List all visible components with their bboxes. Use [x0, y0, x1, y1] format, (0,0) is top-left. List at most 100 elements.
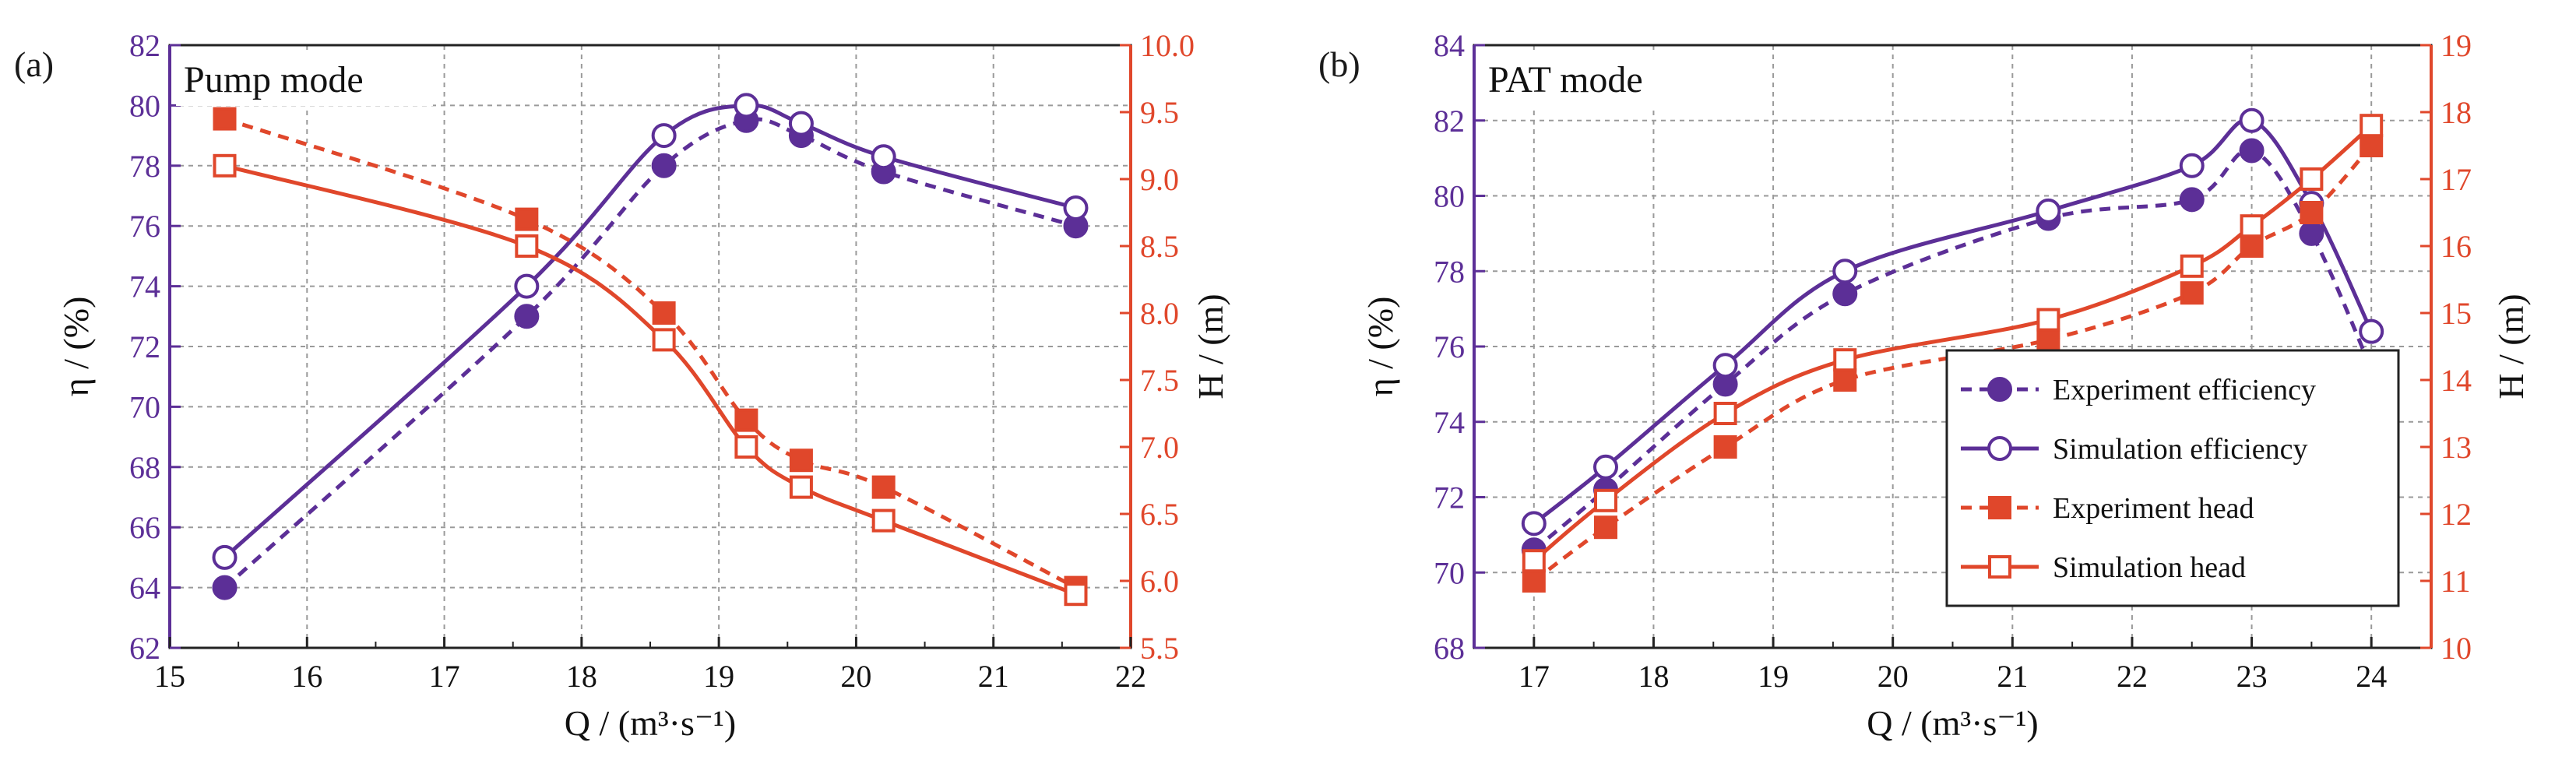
data-point-experiment-head: [871, 475, 896, 499]
mode-label-bg: [176, 51, 433, 106]
x-tick-label: 15: [154, 659, 185, 694]
data-point-simulation-efficiency: [788, 111, 814, 136]
y-left-tick-label: 80: [129, 88, 160, 123]
series-line-simulation-head: [1533, 124, 2373, 563]
legend-marker: [1988, 496, 2011, 519]
x-tick-label: 19: [703, 659, 734, 694]
data-point-simulation-head: [1064, 582, 1088, 607]
data-point-experiment-head: [734, 408, 758, 432]
data-point-simulation-efficiency: [514, 273, 540, 299]
data-point-experiment-efficiency: [212, 575, 238, 600]
x-axis-title: Q / (m³·s⁻¹): [1867, 703, 2039, 743]
y-left-tick-label: 64: [129, 571, 160, 606]
y-right-axis-title: H / (m): [1191, 294, 1230, 399]
data-point-simulation-efficiency: [1521, 511, 1547, 536]
data-point-experiment-head: [515, 207, 539, 231]
data-point-experiment-head: [789, 449, 813, 473]
y-right-tick-label: 6.5: [1140, 497, 1179, 532]
chart-panel-a: 15 16 17 18 19 20 21 22 62 64 66 68 70 72 74 76 78 80 82 5.…: [14, 28, 1230, 743]
x-tick-label: 22: [1115, 659, 1146, 694]
y-left-tick-label: 70: [1434, 555, 1465, 590]
y-left-tick-label: 74: [129, 269, 160, 304]
x-tick-label: 19: [1758, 659, 1789, 694]
mode-label: Pump mode: [184, 59, 364, 100]
y-right-tick-label: 16: [2441, 229, 2472, 264]
y-left-tick-label: 66: [129, 510, 160, 545]
y-right-axis-title: H / (m): [2491, 294, 2531, 399]
mode-label: PAT mode: [1488, 59, 1643, 100]
data-point-experiment-head: [1593, 515, 1617, 540]
y-left-tick-label: 76: [129, 209, 160, 244]
x-tick-label: 20: [840, 659, 871, 694]
data-point-experiment-efficiency: [2179, 187, 2205, 213]
data-point-simulation-head: [213, 153, 237, 178]
data-point-simulation-efficiency: [1063, 195, 1089, 220]
data-point-simulation-head: [652, 328, 676, 352]
series-line-simulation-head: [223, 164, 1077, 596]
data-point-simulation-head: [1713, 402, 1737, 425]
legend-box: [1945, 349, 2400, 607]
data-point-simulation-efficiency: [2179, 153, 2205, 178]
y-right-tick-label: 5.5: [1140, 631, 1179, 666]
data-point-experiment-head: [2180, 281, 2204, 305]
y-right-tick-label: 13: [2441, 430, 2472, 465]
x-tick-label: 22: [2117, 659, 2148, 694]
x-tick-label: 21: [1997, 659, 2028, 694]
legend: Experiment efficiency Simulation efficien…: [1945, 349, 2400, 607]
y-right-tick-label: 12: [2441, 497, 2472, 532]
data-point-experiment-efficiency: [514, 304, 540, 329]
series-line-experiment-efficiency: [1533, 148, 2374, 552]
data-point-experiment-efficiency: [651, 153, 677, 178]
y-left-axis-title: η / (%): [56, 297, 96, 397]
series-line-experiment-head: [1533, 144, 2374, 583]
data-point-experiment-head: [213, 107, 237, 131]
x-axis-title: Q / (m³·s⁻¹): [565, 703, 737, 743]
legend-label: Experiment head: [2053, 492, 2254, 525]
y-left-tick-label: 68: [1434, 631, 1465, 666]
y-right-tick-label: 6.0: [1140, 564, 1179, 599]
y-right-tick-label: 15: [2441, 296, 2472, 331]
y-left-tick-label: 80: [1434, 179, 1465, 214]
y-left-tick-label: 84: [1434, 28, 1465, 63]
y-left-tick-label: 74: [1434, 405, 1465, 440]
data-point-experiment-head: [1833, 368, 1857, 392]
y-left-tick-label: 76: [1434, 329, 1465, 364]
series-line-simulation-efficiency: [1533, 118, 2374, 526]
data-point-experiment-efficiency: [1832, 281, 1858, 307]
data-point-simulation-efficiency: [651, 123, 677, 149]
y-left-tick-label: 82: [1434, 104, 1465, 139]
data-point-simulation-efficiency: [2239, 107, 2265, 133]
y-right-tick-label: 10: [2441, 631, 2472, 666]
x-tick-label: 18: [566, 659, 597, 694]
y-left-tick-label: 72: [1434, 480, 1465, 515]
y-right-tick-label: 9.0: [1140, 162, 1179, 197]
panel-label: (b): [1318, 44, 1360, 84]
data-point-simulation-head: [1833, 348, 1857, 372]
data-point-simulation-efficiency: [2359, 318, 2384, 344]
legend-label: Experiment efficiency: [2053, 374, 2316, 406]
data-point-simulation-head: [2240, 214, 2264, 238]
data-point-simulation-head: [2036, 308, 2060, 332]
x-tick-label: 21: [978, 659, 1009, 694]
data-point-experiment-head: [2300, 201, 2324, 224]
x-tick-label: 23: [2236, 659, 2268, 694]
data-point-simulation-head: [734, 435, 758, 459]
y-left-tick-label: 68: [129, 450, 160, 485]
y-left-tick-label: 82: [129, 28, 160, 63]
y-right-tick-label: 11: [2441, 564, 2471, 599]
legend-marker: [1987, 377, 2012, 402]
y-right-tick-label: 14: [2441, 363, 2472, 398]
data-point-simulation-head: [2180, 254, 2204, 278]
series-line-experiment-head: [223, 117, 1077, 589]
data-point-simulation-head: [871, 508, 896, 533]
data-point-simulation-efficiency: [871, 144, 896, 170]
data-point-simulation-head: [2360, 114, 2384, 138]
y-left-tick-label: 72: [129, 329, 160, 364]
y-left-axis-title: η / (%): [1360, 297, 1400, 397]
data-point-simulation-efficiency: [1592, 454, 1618, 480]
data-point-experiment-efficiency: [2299, 220, 2324, 246]
y-left-tick-label: 78: [1434, 254, 1465, 289]
legend-label: Simulation head: [2053, 551, 2246, 584]
data-point-experiment-efficiency: [2239, 138, 2265, 164]
y-right-tick-label: 17: [2441, 162, 2472, 197]
